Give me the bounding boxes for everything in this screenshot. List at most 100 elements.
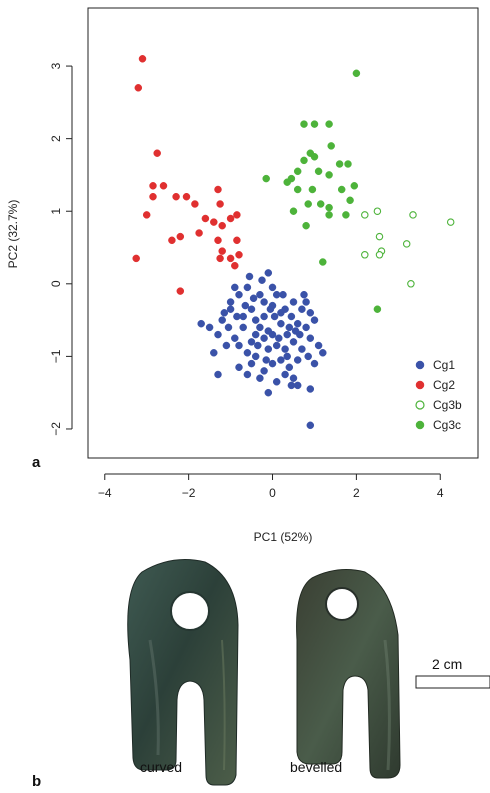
point-cg1: [256, 323, 264, 332]
point-cg1: [289, 298, 298, 306]
point-cg3c: [293, 167, 302, 176]
y-tick-label: −2: [49, 422, 63, 436]
x-tick-label: −4: [98, 486, 112, 500]
point-cg1: [298, 345, 306, 353]
point-cg3c: [310, 120, 319, 128]
point-cg1: [249, 294, 258, 303]
point-cg3c: [350, 182, 359, 190]
point-cg1: [300, 290, 308, 299]
point-cg1: [260, 298, 268, 306]
point-cg1: [272, 378, 281, 386]
point-cg1: [289, 338, 298, 346]
point-cg3c: [319, 258, 327, 266]
point-cg2: [159, 182, 168, 190]
point-cg1: [285, 323, 294, 332]
point-cg2: [195, 229, 203, 237]
point-cg1: [235, 363, 243, 372]
point-cg1: [287, 381, 296, 390]
point-cg3c: [325, 203, 333, 212]
point-cg3b: [375, 232, 384, 241]
point-cg1: [247, 305, 256, 313]
series-cg3b: [361, 207, 455, 288]
point-cg1: [289, 374, 298, 382]
x-tick-label: 0: [269, 486, 276, 500]
point-cg1: [260, 367, 268, 375]
point-cg3c: [304, 200, 312, 208]
legend-marker: [415, 360, 425, 370]
legend-marker: [415, 420, 425, 430]
y-tick-label: 0: [49, 280, 63, 287]
bevelled-label: bevelled: [290, 759, 342, 775]
panel-a-label: a: [32, 454, 41, 471]
point-cg1: [251, 330, 260, 339]
legend-label: Cg2: [433, 378, 455, 392]
point-cg2: [210, 218, 218, 226]
point-cg2: [149, 182, 157, 190]
point-cg1: [251, 352, 260, 361]
point-cg3b: [361, 251, 369, 259]
point-cg2: [216, 200, 224, 208]
point-cg1: [239, 323, 247, 332]
point-cg1: [243, 349, 252, 357]
point-cg1: [218, 316, 226, 324]
data-points: [132, 55, 455, 430]
point-cg1: [272, 341, 281, 350]
point-cg1: [275, 334, 283, 342]
point-cg1: [306, 385, 315, 393]
point-cg2: [138, 55, 147, 63]
point-cg1: [314, 341, 323, 350]
point-cg1: [310, 316, 319, 324]
scale-bar: [415, 675, 490, 689]
point-cg1: [306, 309, 315, 317]
point-cg3c: [283, 178, 291, 186]
point-cg1: [302, 323, 310, 332]
point-cg2: [134, 84, 143, 92]
point-cg3c: [342, 211, 350, 219]
point-cg1: [258, 276, 266, 284]
point-cg3b: [446, 218, 455, 226]
point-cg1: [205, 323, 214, 332]
point-cg1: [226, 305, 235, 313]
point-cg3c: [346, 196, 354, 205]
point-cg1: [277, 356, 285, 364]
point-cg2: [142, 211, 151, 219]
point-cg1: [260, 334, 268, 342]
point-cg2: [226, 254, 235, 263]
point-cg1: [279, 290, 287, 299]
point-cg1: [319, 349, 327, 357]
point-cg2: [168, 236, 176, 245]
x-tick-label: 2: [353, 486, 360, 500]
point-cg2: [176, 287, 185, 295]
point-cg1: [283, 330, 291, 339]
legend-marker: [415, 400, 425, 410]
bevelled-artefact-image: [296, 569, 401, 779]
curved-label: curved: [140, 759, 182, 775]
point-cg1: [247, 359, 256, 368]
point-cg3c: [335, 160, 344, 168]
scale-bar-label: 2 cm: [432, 656, 462, 672]
point-cg1: [231, 334, 239, 342]
pca-scatter-plot: −2 −1 0 1 2 3 −4 −2 0 2 4 PC2 (32.7%) PC1 (52%) C…: [6, 7, 479, 544]
point-cg2: [172, 192, 180, 201]
legend-label: Cg3b: [433, 398, 462, 412]
point-cg1: [243, 283, 252, 292]
point-cg2: [226, 214, 235, 223]
point-cg1: [277, 309, 285, 317]
point-cg1: [222, 341, 231, 350]
legend-label: Cg1: [433, 358, 455, 372]
point-cg2: [218, 247, 226, 255]
point-cg2: [191, 200, 199, 208]
point-cg2: [176, 232, 185, 241]
series-cg2: [132, 55, 243, 295]
point-cg1: [226, 298, 235, 306]
point-cg2: [233, 211, 241, 219]
y-tick-label: 2: [49, 135, 63, 142]
point-cg3b: [373, 207, 382, 215]
point-cg3c: [337, 185, 346, 194]
y-tick-label: 3: [49, 62, 63, 69]
point-cg1: [268, 283, 277, 292]
point-cg1: [264, 388, 273, 397]
point-cg1: [272, 290, 281, 299]
point-cg1: [277, 319, 285, 328]
